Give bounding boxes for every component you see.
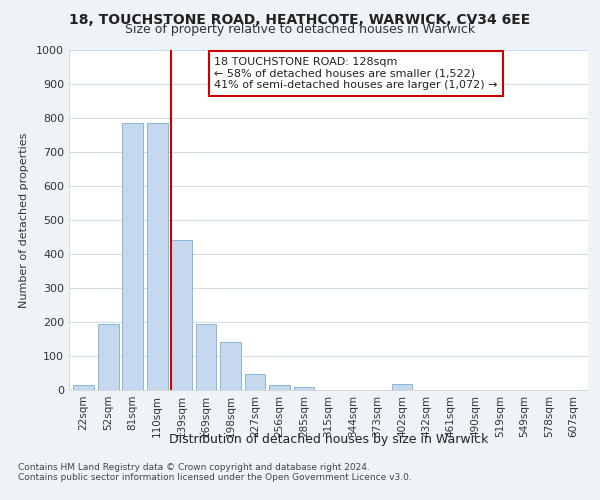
Bar <box>147 123 167 390</box>
Bar <box>269 385 290 390</box>
Text: Contains public sector information licensed under the Open Government Licence v3: Contains public sector information licen… <box>18 474 412 482</box>
Bar <box>392 384 412 390</box>
Text: Size of property relative to detached houses in Warwick: Size of property relative to detached ho… <box>125 22 475 36</box>
Text: Distribution of detached houses by size in Warwick: Distribution of detached houses by size … <box>169 432 488 446</box>
Bar <box>293 386 314 390</box>
Bar <box>122 123 143 390</box>
Bar <box>73 385 94 390</box>
Bar <box>245 374 265 390</box>
Text: Contains HM Land Registry data © Crown copyright and database right 2024.: Contains HM Land Registry data © Crown c… <box>18 462 370 471</box>
Bar <box>171 240 192 390</box>
Bar <box>196 324 217 390</box>
Y-axis label: Number of detached properties: Number of detached properties <box>19 132 29 308</box>
Text: 18 TOUCHSTONE ROAD: 128sqm
← 58% of detached houses are smaller (1,522)
41% of s: 18 TOUCHSTONE ROAD: 128sqm ← 58% of deta… <box>214 57 498 90</box>
Text: 18, TOUCHSTONE ROAD, HEATHCOTE, WARWICK, CV34 6EE: 18, TOUCHSTONE ROAD, HEATHCOTE, WARWICK,… <box>70 12 530 26</box>
Bar <box>220 342 241 390</box>
Bar <box>98 324 119 390</box>
